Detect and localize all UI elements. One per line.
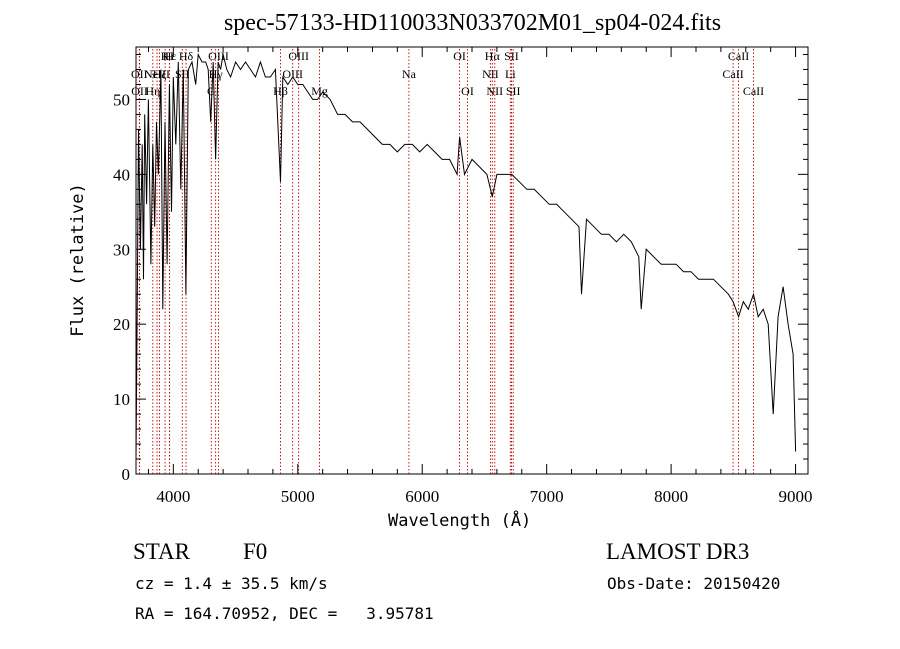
- spectral-line-label-23: Li: [505, 67, 516, 81]
- spectral-line-label-5: Hζ: [153, 67, 167, 81]
- redshift-cz: cz = 1.4 ± 35.5 km/s: [135, 574, 328, 593]
- spectral-line-label-10: OIII: [208, 49, 229, 63]
- x-tick-label-2: 6000: [405, 487, 439, 506]
- spectral-line-label-7: SII: [175, 67, 190, 81]
- spectral-line-label-2: H: [165, 49, 174, 63]
- spectral-line-markers: [138, 49, 754, 474]
- spectral-line-label-8: OII: [131, 84, 148, 98]
- spectral-line-label-15: Hβ: [273, 84, 288, 98]
- spectral-line-label-28: CaII: [743, 84, 764, 98]
- spectral-line-label-0: Hε: [163, 49, 177, 63]
- object-class: STAR: [133, 539, 190, 564]
- spectral-line-label-4: OII: [131, 67, 148, 81]
- spectral-line-label-27: CaII: [722, 67, 743, 81]
- chart-title: spec-57133-HD110033N033702M01_sp04-024.f…: [223, 10, 722, 36]
- spectral-line-label-26: CaII: [728, 49, 749, 63]
- spectral-line-label-22: NII: [482, 67, 499, 81]
- spectral-line-label-18: OI: [453, 49, 466, 63]
- spectral-line-label-9: Hη: [145, 84, 160, 98]
- spectral-line-label-24: NII: [486, 84, 503, 98]
- x-tick-label-1: 5000: [281, 487, 315, 506]
- y-tick-label-5: 50: [113, 90, 130, 109]
- spectral-line-label-3: Hδ: [179, 49, 194, 63]
- coordinates: RA = 164.70952, DEC = 3.95781: [135, 604, 434, 623]
- spectral-line-label-13: OIII: [288, 49, 309, 63]
- y-tick-label-2: 20: [113, 315, 130, 334]
- y-tick-label-0: 0: [122, 465, 131, 484]
- y-tick-label-4: 40: [113, 165, 130, 184]
- spectral-line-label-1: K: [161, 49, 170, 63]
- spectral-line-label-14: OIII: [282, 67, 303, 81]
- spectral-line-label-20: Hα: [485, 49, 501, 63]
- x-tick-label-4: 8000: [654, 487, 688, 506]
- x-tick-label-5: 9000: [779, 487, 813, 506]
- spectral-line-label-16: Mg: [311, 84, 328, 98]
- spectral-line-label-6: NeIII: [144, 67, 170, 81]
- y-tick-label-1: 10: [113, 390, 130, 409]
- survey-name: LAMOST DR3: [606, 539, 750, 564]
- spectral-line-label-19: OI: [461, 84, 474, 98]
- spectral-line-label-12: G: [207, 84, 216, 98]
- plot-frame: [135, 46, 809, 475]
- spectral-line-label-21: SII: [504, 49, 519, 63]
- spectral-line-label-25: SII: [506, 84, 521, 98]
- y-tick-label-3: 30: [113, 240, 130, 259]
- x-tick-label-3: 7000: [530, 487, 564, 506]
- axis-ticks: 4000 5000 6000 7000 8000 9000 0 10 20 30 40 50: [113, 47, 813, 506]
- object-subclass: F0: [243, 539, 268, 564]
- y-axis-label: Flux (relative): [68, 183, 88, 337]
- x-axis-label: Wavelength (Å): [388, 511, 532, 531]
- spectral-line-label-11: Hγ: [209, 67, 224, 81]
- x-tick-label-0: 4000: [156, 487, 190, 506]
- spectral-line-label-17: Na: [402, 67, 417, 81]
- series-line-spectrum: [135, 52, 797, 460]
- observation-date: Obs-Date: 20150420: [607, 574, 781, 593]
